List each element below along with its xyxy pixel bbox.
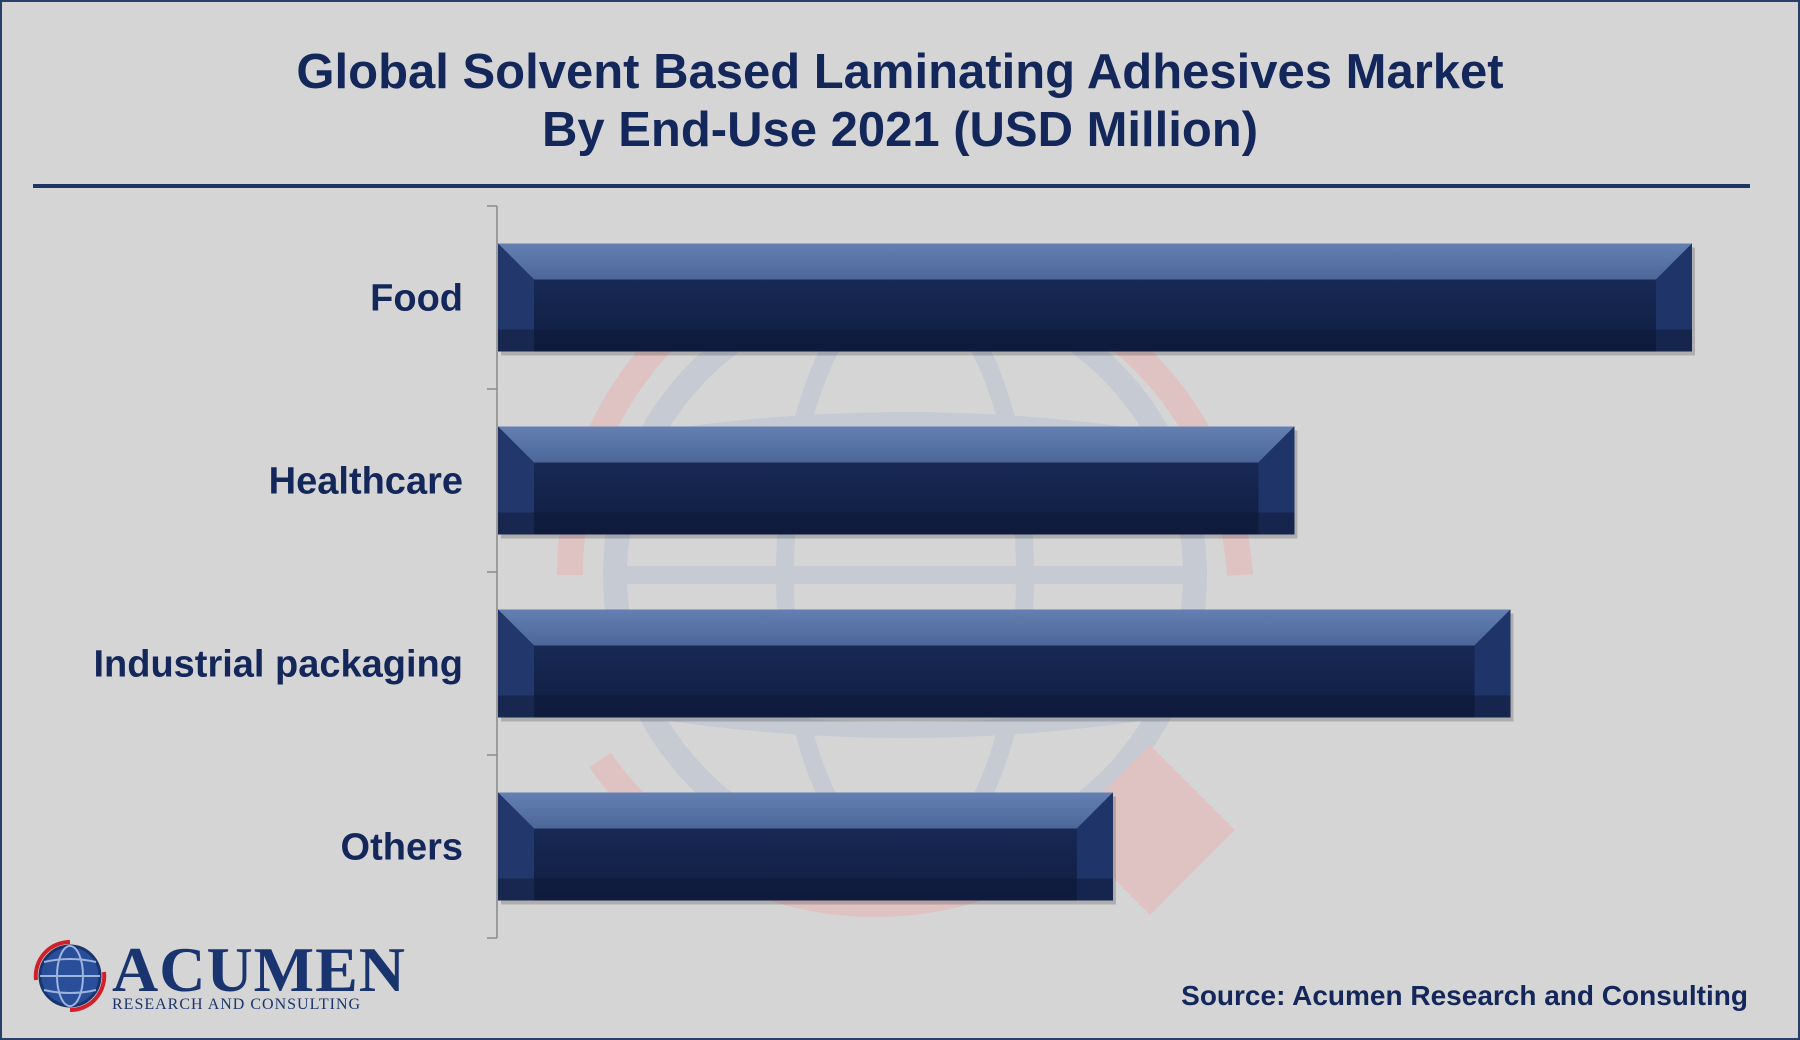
bar-others — [498, 792, 1116, 905]
category-label: Others — [341, 827, 463, 869]
bar-food — [498, 243, 1695, 356]
bar-healthcare — [498, 426, 1298, 539]
chart-title-line-1: Global Solvent Based Laminating Adhesive… — [296, 45, 1504, 99]
category-labels: Food Healthcare Industrial packaging Others — [93, 278, 463, 869]
category-label: Healthcare — [269, 461, 463, 503]
acumen-globe-logo-icon — [33, 939, 107, 1013]
bar-industrial-packaging — [498, 609, 1514, 722]
logo-wordmark: ACUMEN — [112, 934, 406, 1005]
title-divider — [33, 184, 1750, 188]
source-note: Source: Acumen Research and Consulting — [1181, 980, 1748, 1011]
logo-tagline: RESEARCH AND CONSULTING — [112, 996, 362, 1013]
category-axis — [487, 205, 498, 939]
category-label: Food — [370, 278, 463, 320]
category-label: Industrial packaging — [93, 644, 463, 686]
chart-title-line-2: By End-Use 2021 (USD Million) — [541, 103, 1259, 157]
bars-group — [498, 243, 1695, 905]
